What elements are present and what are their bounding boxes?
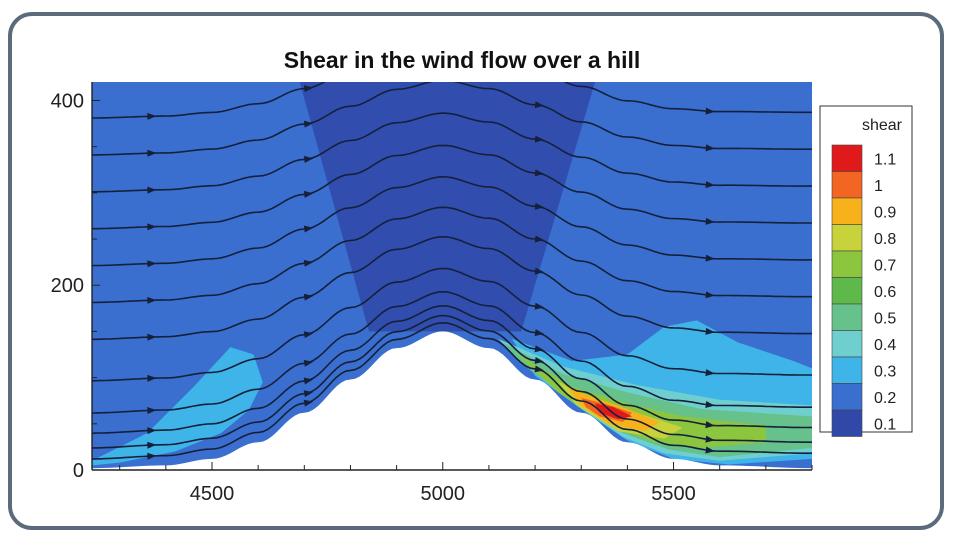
streamline-9 xyxy=(92,112,812,193)
shear-region-1-1-8 xyxy=(595,403,632,420)
streamline-arrow-6-1 xyxy=(303,259,314,267)
streamline-8 xyxy=(92,144,812,230)
streamline-arrow-4-0 xyxy=(147,374,157,382)
streamline-arrow-2-2 xyxy=(534,345,544,353)
shear-region-0-3-0 xyxy=(92,347,263,466)
streamline-arrow-1-3 xyxy=(705,435,715,443)
legend-swatch-0.7 xyxy=(831,250,863,278)
streamline-arrow-5-0 xyxy=(147,333,157,341)
legend-swatch-0.5 xyxy=(831,303,863,331)
legend-swatch-0.8 xyxy=(831,224,863,252)
streamline-arrow-2-0 xyxy=(147,427,157,435)
legend-label-0.9: 0.9 xyxy=(874,204,896,221)
y-tick-label-0: 0 xyxy=(73,460,84,482)
streamline-arrow-1-0 xyxy=(147,441,157,449)
streamline-arrow-4-2 xyxy=(534,302,545,310)
legend-label-0.6: 0.6 xyxy=(874,284,896,301)
streamline-arrow-8-0 xyxy=(147,223,157,231)
streamline-arrow-9-3 xyxy=(705,181,715,189)
streamline-10 xyxy=(92,82,812,156)
legend-label-0.7: 0.7 xyxy=(874,257,896,274)
streamline-arrow-8-2 xyxy=(534,169,545,177)
legend-label-0.5: 0.5 xyxy=(874,310,896,327)
x-tick-label-4500: 4500 xyxy=(190,483,235,505)
streamline-arrow-2-3 xyxy=(705,421,715,429)
streamline-arrow-4-1 xyxy=(303,331,314,339)
y-tick-label-400: 400 xyxy=(51,90,84,112)
streamline-arrow-10-3 xyxy=(705,144,715,152)
y-tick-label-200: 200 xyxy=(51,275,84,297)
streamline-arrow-7-1 xyxy=(303,225,314,233)
streamline-arrow-6-3 xyxy=(705,291,715,299)
streamline-arrow-11-3 xyxy=(705,107,715,115)
legend-swatch-0.3 xyxy=(831,356,863,384)
streamline-arrow-9-2 xyxy=(534,135,545,143)
streamline-4 xyxy=(92,267,812,382)
streamline-arrow-7-2 xyxy=(534,202,545,210)
streamline-arrow-1-1 xyxy=(303,390,314,398)
legend-swatch-0.9 xyxy=(831,197,863,225)
legend-label-1: 1 xyxy=(874,178,883,195)
terrain-hill xyxy=(92,331,812,470)
streamline-arrow-1-2 xyxy=(534,356,544,364)
axes: 4500 5000 5500 0 200 400 xyxy=(51,82,813,505)
streamline-6 xyxy=(92,206,812,304)
streamline-arrow-10-2 xyxy=(534,101,545,109)
streamline-arrow-3-1 xyxy=(303,359,314,367)
low-shear-band xyxy=(299,82,596,332)
streamline-arrow-4-3 xyxy=(705,369,715,377)
streamline-arrow-3-2 xyxy=(534,329,545,337)
streamline-arrow-6-0 xyxy=(147,296,157,304)
streamline-arrow-2-1 xyxy=(303,377,314,385)
streamline-arrow-0-2 xyxy=(534,365,544,373)
streamline-7 xyxy=(92,175,812,267)
legend: shear 1.1 1 0.9 0.8 0.7 0.6 0.5 0.4 0.3 0.2 0.1 xyxy=(819,105,913,437)
plot-area xyxy=(92,82,812,470)
streamline-3 xyxy=(92,290,812,414)
streamline-arrow-11-1 xyxy=(303,85,314,93)
streamline-arrow-5-1 xyxy=(303,293,314,301)
streamline-arrow-10-0 xyxy=(147,149,157,157)
streamline-arrow-6-2 xyxy=(534,235,545,243)
streamline-arrow-5-3 xyxy=(705,327,715,335)
streamline-arrow-3-3 xyxy=(705,401,715,408)
legend-title: shear xyxy=(862,117,903,134)
legend-label-0.3: 0.3 xyxy=(874,363,896,380)
x-tick-label-5500: 5500 xyxy=(651,483,696,505)
streamline-arrow-0-0 xyxy=(147,452,157,460)
streamline-arrow-10-1 xyxy=(303,120,314,128)
streamline-arrow-8-1 xyxy=(303,190,314,198)
legend-swatch-0.1 xyxy=(831,409,863,437)
legend-swatch-0.4 xyxy=(831,330,863,358)
streamline-0 xyxy=(92,321,812,460)
legend-label-0.1: 0.1 xyxy=(874,416,896,433)
legend-label-0.8: 0.8 xyxy=(874,231,896,248)
streamline-arrow-0-1 xyxy=(303,399,314,407)
legend-swatch-1.1 xyxy=(831,144,863,172)
streamline-arrow-8-3 xyxy=(705,217,715,225)
streamline-arrow-7-0 xyxy=(147,260,157,268)
streamline-1 xyxy=(92,314,812,449)
chart-title: Shear in the wind flow over a hill xyxy=(284,47,641,73)
legend-swatch-0.6 xyxy=(831,277,863,305)
streamline-arrow-9-0 xyxy=(147,186,157,194)
legend-label-0.4: 0.4 xyxy=(874,337,896,354)
legend-swatch-0.2 xyxy=(831,383,863,411)
x-tick-label-5000: 5000 xyxy=(421,483,466,505)
legend-swatch-1 xyxy=(831,171,863,199)
streamline-arrow-11-0 xyxy=(147,112,157,120)
streamline-2 xyxy=(92,304,812,434)
legend-label-1.1: 1.1 xyxy=(874,151,896,168)
streamline-arrow-7-3 xyxy=(705,254,715,262)
legend-label-0.2: 0.2 xyxy=(874,390,896,407)
streamline-11 xyxy=(92,82,812,119)
streamline-5 xyxy=(92,235,812,341)
streamline-arrow-3-0 xyxy=(147,407,157,414)
streamline-arrow-9-1 xyxy=(303,155,314,163)
streamline-arrow-0-3 xyxy=(705,446,715,454)
streamline-arrow-5-2 xyxy=(534,267,545,275)
